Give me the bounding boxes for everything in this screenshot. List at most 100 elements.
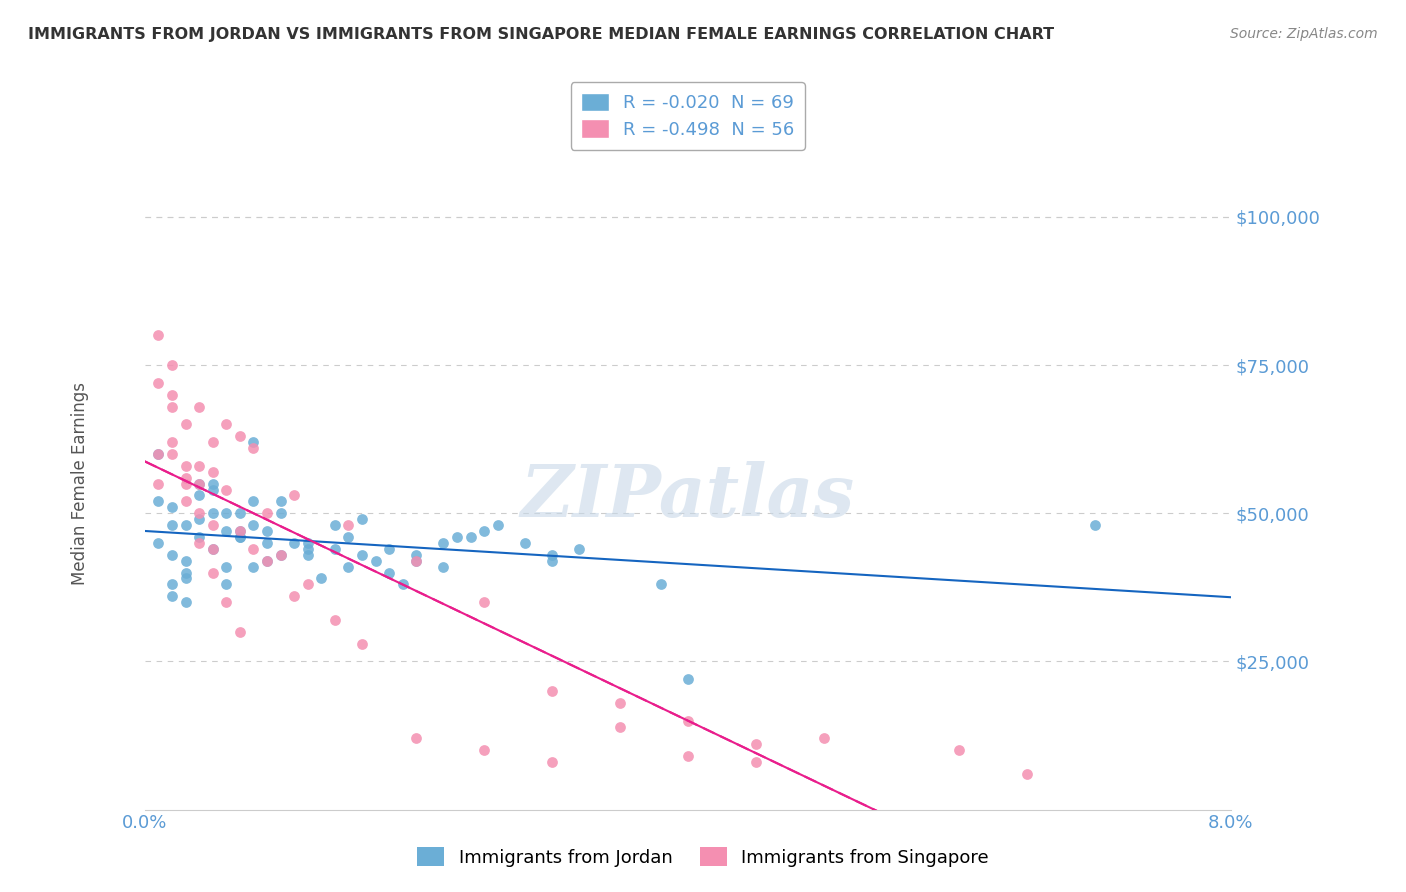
Point xyxy=(1017,767,1039,781)
Point xyxy=(323,613,346,627)
Legend: R = -0.020  N = 69, R = -0.498  N = 56: R = -0.020 N = 69, R = -0.498 N = 56 xyxy=(571,82,806,150)
Point xyxy=(174,571,197,585)
Point xyxy=(148,328,170,343)
Point xyxy=(486,518,509,533)
Point xyxy=(229,524,252,538)
Point xyxy=(215,506,238,520)
Point xyxy=(283,488,305,502)
Point xyxy=(541,548,564,562)
Point xyxy=(160,435,183,450)
Point xyxy=(160,358,183,372)
Point xyxy=(256,536,278,550)
Point xyxy=(188,476,211,491)
Point xyxy=(650,577,672,591)
Point xyxy=(541,684,564,698)
Point xyxy=(270,548,292,562)
Text: Source: ZipAtlas.com: Source: ZipAtlas.com xyxy=(1230,27,1378,41)
Point xyxy=(174,566,197,580)
Point xyxy=(148,476,170,491)
Point xyxy=(472,595,495,609)
Point xyxy=(201,518,224,533)
Point xyxy=(513,536,536,550)
Point xyxy=(201,476,224,491)
Point xyxy=(676,749,699,764)
Point xyxy=(541,755,564,769)
Point xyxy=(391,577,413,591)
Point xyxy=(283,589,305,603)
Point xyxy=(472,524,495,538)
Point xyxy=(188,458,211,473)
Point xyxy=(174,595,197,609)
Point xyxy=(188,400,211,414)
Point xyxy=(256,554,278,568)
Point xyxy=(148,376,170,390)
Point xyxy=(337,559,360,574)
Point xyxy=(256,506,278,520)
Point xyxy=(405,548,427,562)
Point xyxy=(188,506,211,520)
Point xyxy=(242,559,264,574)
Point xyxy=(270,506,292,520)
Point xyxy=(148,447,170,461)
Point xyxy=(460,530,482,544)
Point xyxy=(201,435,224,450)
Point xyxy=(201,541,224,556)
Point xyxy=(160,589,183,603)
Point xyxy=(188,476,211,491)
Point xyxy=(174,518,197,533)
Point xyxy=(229,429,252,443)
Point xyxy=(229,624,252,639)
Point xyxy=(215,483,238,497)
Point xyxy=(229,524,252,538)
Text: IMMIGRANTS FROM JORDAN VS IMMIGRANTS FROM SINGAPORE MEDIAN FEMALE EARNINGS CORRE: IMMIGRANTS FROM JORDAN VS IMMIGRANTS FRO… xyxy=(28,27,1054,42)
Point xyxy=(160,548,183,562)
Point xyxy=(215,595,238,609)
Point xyxy=(188,512,211,526)
Point xyxy=(283,536,305,550)
Point xyxy=(256,554,278,568)
Point xyxy=(201,506,224,520)
Point xyxy=(242,518,264,533)
Point xyxy=(676,714,699,728)
Point xyxy=(350,637,373,651)
Point xyxy=(745,737,768,751)
Point xyxy=(405,554,427,568)
Point xyxy=(405,731,427,746)
Point xyxy=(242,435,264,450)
Legend: Immigrants from Jordan, Immigrants from Singapore: Immigrants from Jordan, Immigrants from … xyxy=(411,840,995,874)
Point xyxy=(160,577,183,591)
Point xyxy=(188,536,211,550)
Point xyxy=(174,417,197,432)
Point xyxy=(378,541,401,556)
Point xyxy=(201,483,224,497)
Point xyxy=(188,530,211,544)
Point xyxy=(188,488,211,502)
Point xyxy=(297,577,319,591)
Point xyxy=(337,518,360,533)
Point xyxy=(350,548,373,562)
Point xyxy=(201,541,224,556)
Point xyxy=(446,530,468,544)
Point xyxy=(311,571,333,585)
Point xyxy=(948,743,970,757)
Point xyxy=(256,524,278,538)
Point xyxy=(813,731,835,746)
Point xyxy=(201,566,224,580)
Point xyxy=(174,476,197,491)
Point xyxy=(432,559,454,574)
Point xyxy=(297,536,319,550)
Point xyxy=(242,494,264,508)
Point xyxy=(676,672,699,686)
Point xyxy=(472,743,495,757)
Point xyxy=(323,518,346,533)
Y-axis label: Median Female Earnings: Median Female Earnings xyxy=(72,382,89,585)
Point xyxy=(242,541,264,556)
Point xyxy=(242,441,264,455)
Point xyxy=(297,541,319,556)
Point xyxy=(229,530,252,544)
Point xyxy=(609,696,631,710)
Point xyxy=(405,554,427,568)
Point xyxy=(568,541,591,556)
Point xyxy=(745,755,768,769)
Point xyxy=(215,524,238,538)
